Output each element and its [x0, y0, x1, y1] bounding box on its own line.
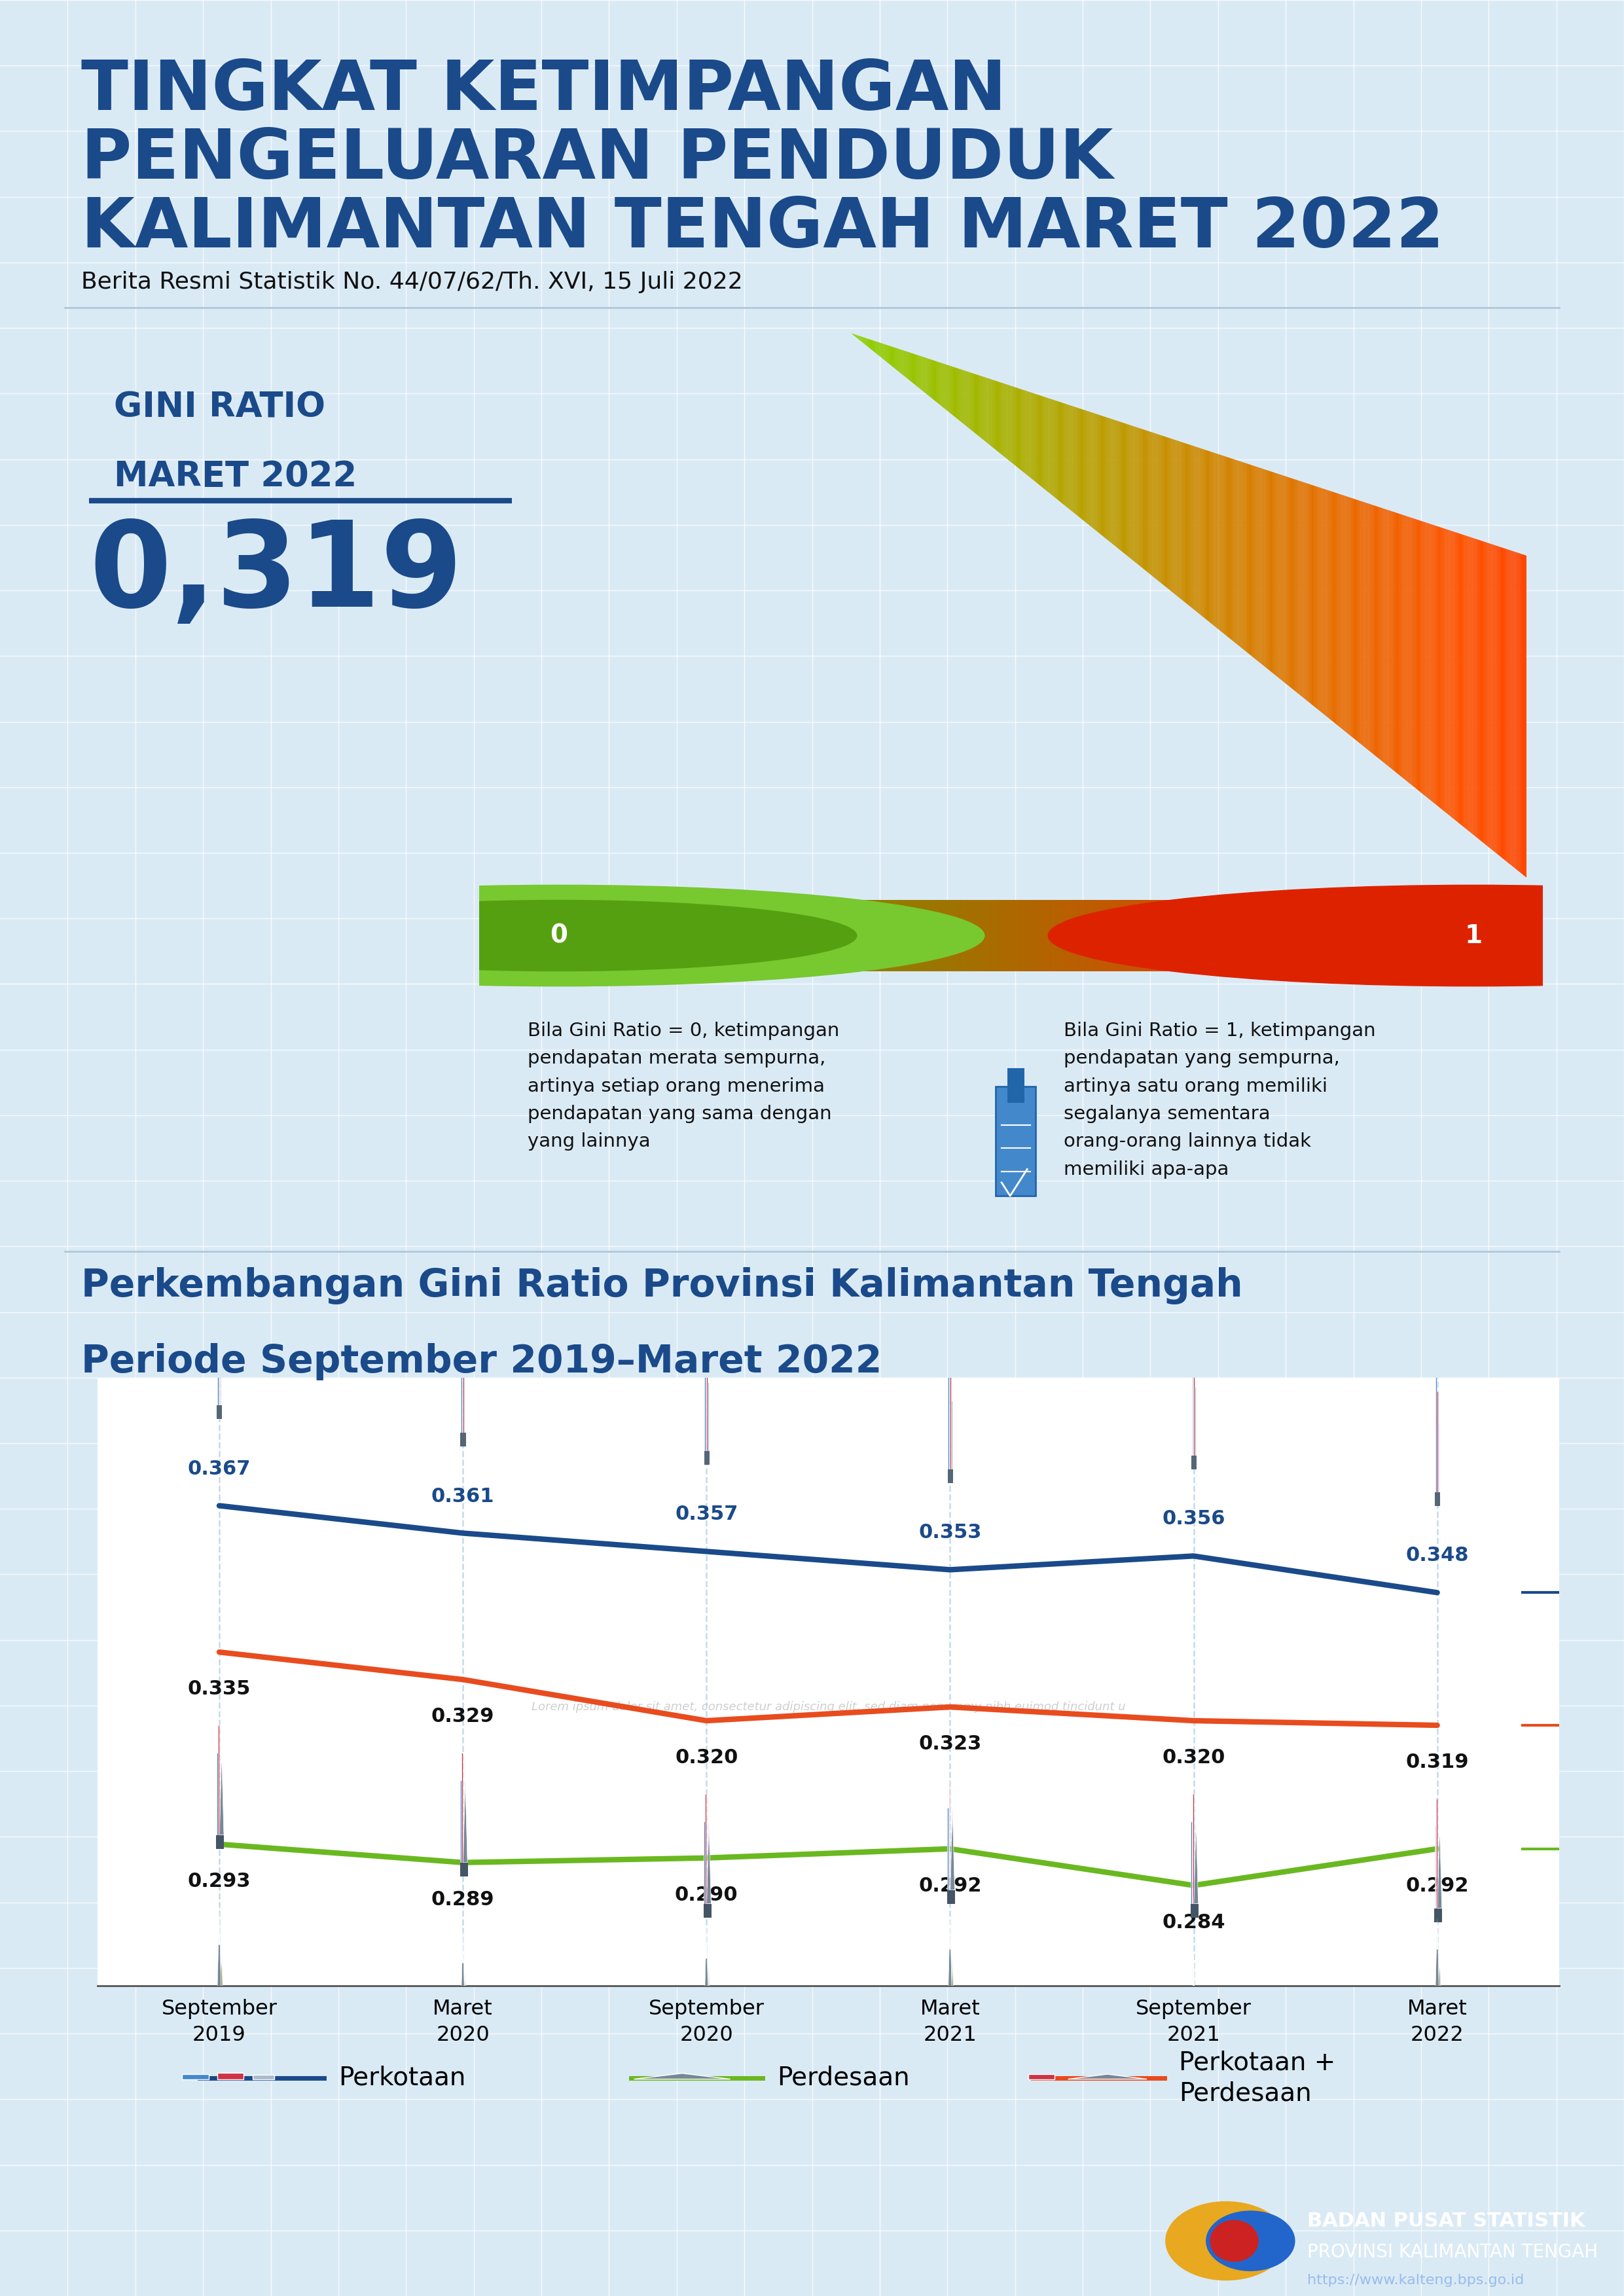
Text: MARET 2022: MARET 2022	[114, 459, 357, 494]
Ellipse shape	[1166, 2202, 1286, 2280]
Polygon shape	[1194, 1995, 1199, 2069]
Polygon shape	[705, 1926, 708, 1958]
Circle shape	[133, 886, 984, 987]
Text: PENGELUARAN PENDUDUK: PENGELUARAN PENDUDUK	[81, 126, 1112, 193]
Text: 0.367: 0.367	[188, 1460, 250, 1479]
Text: 0.348: 0.348	[1406, 1545, 1468, 1566]
Polygon shape	[706, 1821, 711, 1903]
Polygon shape	[703, 1926, 710, 2041]
Bar	[703, 2041, 711, 2055]
Bar	[460, 1862, 468, 1876]
Bar	[947, 2032, 955, 2046]
Text: 0.329: 0.329	[432, 1706, 494, 1727]
Polygon shape	[219, 1752, 224, 1835]
Text: 0.357: 0.357	[676, 1504, 737, 1525]
Text: GINI RATIO: GINI RATIO	[114, 390, 325, 425]
Bar	[218, 2073, 244, 2080]
Polygon shape	[950, 1807, 955, 1890]
Bar	[460, 2046, 468, 2060]
Text: Lorem ipsum dolor sit amet, consectetur adipiscing elit, sed diam nonummy nibh e: Lorem ipsum dolor sit amet, consectetur …	[531, 1701, 1125, 1713]
Text: 0.320: 0.320	[1163, 1747, 1224, 1768]
Text: 1: 1	[1465, 923, 1483, 948]
Text: KALIMANTAN TENGAH MARET 2022: KALIMANTAN TENGAH MARET 2022	[81, 195, 1444, 262]
Bar	[1028, 2073, 1056, 2080]
Text: 0.290: 0.290	[676, 1885, 737, 1903]
Bar	[1434, 2032, 1442, 2046]
Ellipse shape	[1210, 2220, 1259, 2262]
Text: 0,319: 0,319	[89, 517, 463, 631]
Text: TINGKAT KETIMPANGAN: TINGKAT KETIMPANGAN	[81, 57, 1007, 124]
Bar	[1190, 1456, 1197, 1469]
Bar	[216, 1405, 222, 1419]
Bar	[703, 1451, 710, 1465]
Polygon shape	[218, 1913, 221, 1945]
Bar	[996, 1086, 1036, 1196]
Bar	[216, 1835, 224, 1848]
Bar	[1190, 1903, 1199, 1917]
Bar	[948, 1469, 953, 1483]
Text: 0.356: 0.356	[1163, 1508, 1224, 1529]
Text: Bila Gini Ratio = 0, ketimpangan
pendapatan merata sempurna,
artinya setiap oran: Bila Gini Ratio = 0, ketimpangan pendapa…	[528, 1022, 840, 1150]
Bar	[1007, 1068, 1025, 1102]
Bar	[703, 1903, 711, 1917]
Ellipse shape	[1205, 2211, 1296, 2271]
Polygon shape	[948, 1917, 952, 1949]
Text: 0: 0	[551, 923, 568, 948]
Polygon shape	[1437, 1958, 1442, 2032]
Polygon shape	[463, 1779, 468, 1862]
Polygon shape	[1192, 1954, 1195, 1986]
Polygon shape	[633, 2073, 731, 2080]
Text: 0.284: 0.284	[1163, 1913, 1224, 1931]
Polygon shape	[950, 1958, 955, 2032]
Text: 0.320: 0.320	[676, 1747, 737, 1768]
Polygon shape	[1434, 1917, 1440, 2032]
Polygon shape	[1437, 1825, 1442, 1908]
Text: Perkotaan: Perkotaan	[339, 2066, 466, 2089]
Bar	[947, 1890, 955, 1903]
Polygon shape	[460, 1931, 466, 2046]
Circle shape	[261, 900, 857, 971]
Text: Perkotaan +
Perdesaan: Perkotaan + Perdesaan	[1179, 2050, 1335, 2105]
Text: 0.323: 0.323	[919, 1733, 981, 1754]
Text: PROVINSI KALIMANTAN TENGAH: PROVINSI KALIMANTAN TENGAH	[1307, 2243, 1598, 2262]
Text: BADAN PUSAT STATISTIK: BADAN PUSAT STATISTIK	[1307, 2211, 1585, 2229]
Text: 0.361: 0.361	[432, 1488, 494, 1506]
Text: 0.353: 0.353	[919, 1522, 981, 1543]
Text: https://www.kalteng.bps.go.id: https://www.kalteng.bps.go.id	[1307, 2273, 1525, 2287]
Text: Berita Resmi Statistik No. 44/07/62/Th. XVI, 15 Juli 2022: Berita Resmi Statistik No. 44/07/62/Th. …	[81, 271, 742, 294]
Polygon shape	[461, 1931, 464, 1963]
Polygon shape	[1190, 1954, 1197, 2069]
Text: 0.335: 0.335	[188, 1681, 250, 1699]
Polygon shape	[216, 1913, 222, 2027]
Bar	[461, 1433, 466, 1446]
Polygon shape	[706, 1968, 711, 2041]
Text: 0.292: 0.292	[1406, 1876, 1468, 1894]
Bar	[1190, 2069, 1199, 2082]
Bar	[252, 2076, 274, 2080]
Polygon shape	[947, 1917, 953, 2032]
Text: Bila Gini Ratio = 1, ketimpangan
pendapatan yang sempurna,
artinya satu orang me: Bila Gini Ratio = 1, ketimpangan pendapa…	[1064, 1022, 1376, 1178]
Bar	[182, 2073, 208, 2080]
Text: 0.289: 0.289	[432, 1890, 494, 1908]
Polygon shape	[1194, 1821, 1199, 1903]
Polygon shape	[219, 1954, 224, 2027]
Polygon shape	[463, 1972, 468, 2046]
Bar	[1436, 1492, 1440, 1506]
Text: Perdesaan: Perdesaan	[776, 2066, 909, 2089]
Bar	[1434, 1908, 1442, 1922]
Circle shape	[1047, 886, 1624, 987]
Text: 0.319: 0.319	[1406, 1752, 1468, 1773]
Text: Periode September 2019–Maret 2022: Periode September 2019–Maret 2022	[81, 1343, 882, 1380]
Polygon shape	[1069, 2073, 1147, 2080]
Text: 0.292: 0.292	[919, 1876, 981, 1894]
Text: Perkembangan Gini Ratio Provinsi Kalimantan Tengah: Perkembangan Gini Ratio Provinsi Kaliman…	[81, 1267, 1242, 1304]
Polygon shape	[1436, 1917, 1439, 1949]
Bar	[216, 2027, 224, 2041]
Text: 0.293: 0.293	[188, 1871, 250, 1890]
